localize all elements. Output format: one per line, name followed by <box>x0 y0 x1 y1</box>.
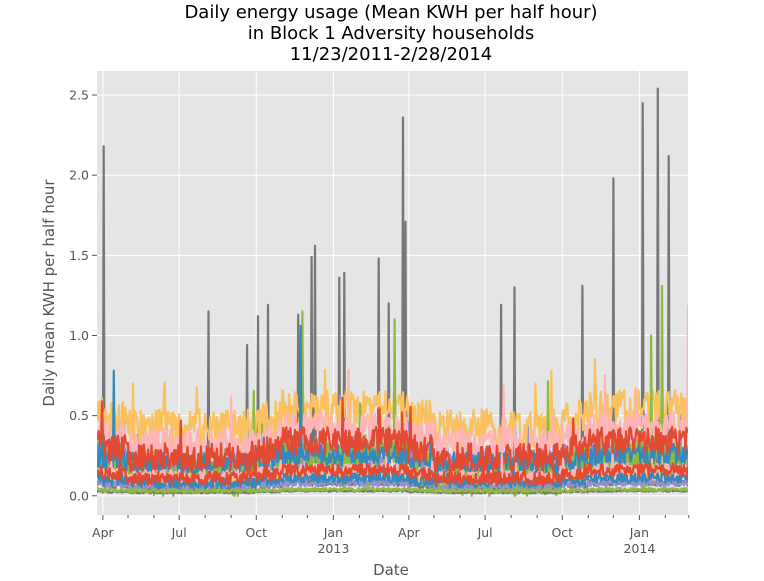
y-tick-label: 2.5 <box>69 88 89 103</box>
x-tick-label: Jul <box>477 525 493 540</box>
chart-title-line-1: Daily energy usage (Mean KWH per half ho… <box>184 2 597 23</box>
x-tick-year-label: 2014 <box>623 541 655 556</box>
y-tick-label: 0.0 <box>69 488 89 503</box>
y-axis-label: Daily mean KWH per half hour <box>40 179 58 407</box>
y-tick-label: 0.5 <box>69 408 89 423</box>
x-tick-label: Apr <box>398 525 420 540</box>
series-line-3 <box>97 358 688 449</box>
series-lines <box>97 87 688 497</box>
chart-title-line-3: 11/23/2011-2/28/2014 <box>290 44 493 65</box>
x-tick-year-label: 2013 <box>317 541 349 556</box>
series-line-13 <box>97 464 688 489</box>
series-line-14 <box>97 458 688 486</box>
series-line-11 <box>97 483 688 494</box>
y-tick-label: 2.0 <box>69 168 89 183</box>
x-tick-label: Oct <box>245 525 267 540</box>
x-tick-label: Jul <box>171 525 187 540</box>
series-line-7 <box>97 396 688 473</box>
x-tick-label: Oct <box>551 525 573 540</box>
x-tick-label: Jan <box>323 525 343 540</box>
x-tick-label: Apr <box>92 525 114 540</box>
y-tick-label: 1.5 <box>69 248 89 263</box>
x-axis-label: Date <box>373 561 409 579</box>
x-tick-label: Jan <box>629 525 649 540</box>
chart-title-line-2: in Block 1 Adversity households <box>248 23 535 44</box>
y-tick-label: 1.0 <box>69 328 89 343</box>
